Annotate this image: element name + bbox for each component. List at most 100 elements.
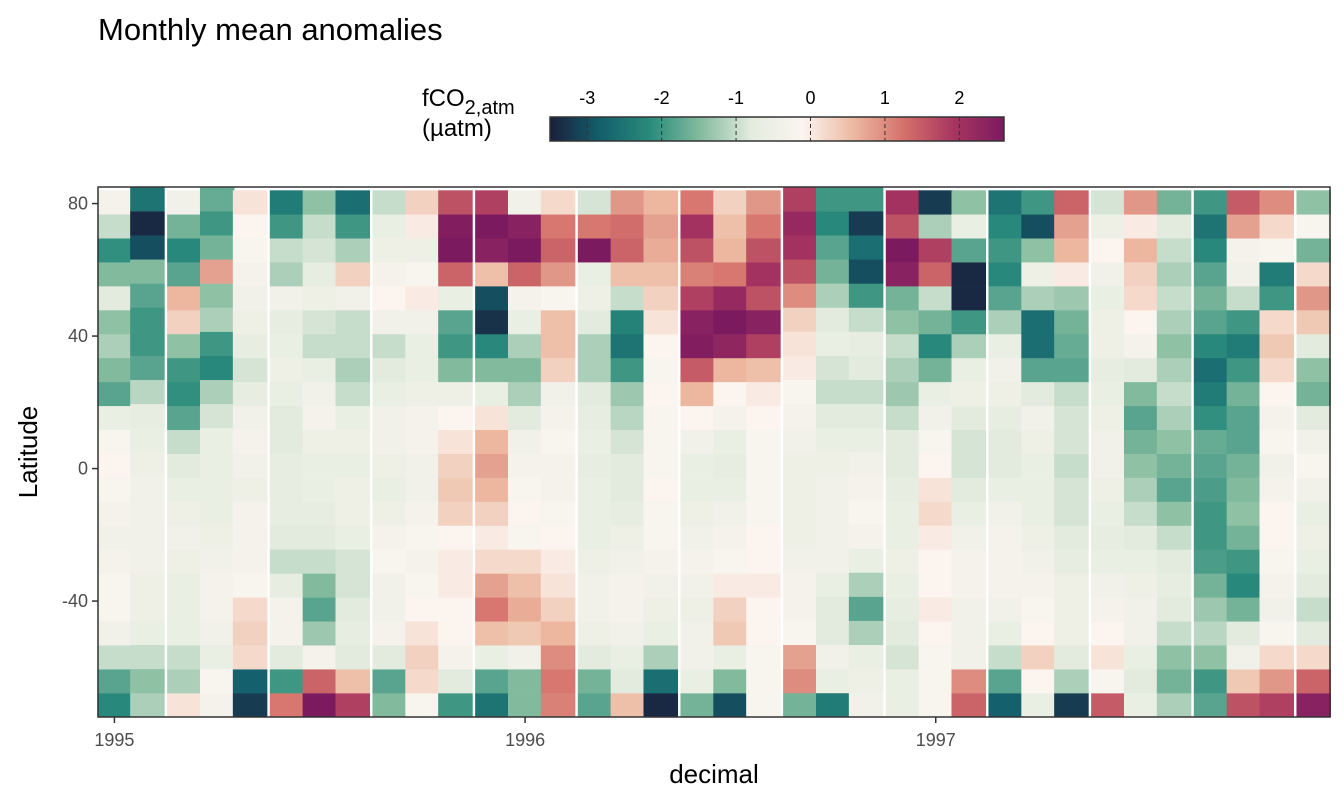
heatmap-cell	[885, 621, 921, 646]
heatmap-cell	[815, 379, 851, 405]
heatmap-cell	[643, 477, 679, 502]
heatmap-cell	[1156, 453, 1192, 478]
heatmap-cell	[1054, 190, 1089, 215]
heatmap-cell	[405, 357, 440, 383]
heatmap-cell	[746, 573, 781, 598]
heatmap-cell	[1156, 621, 1192, 646]
heatmap-cell	[746, 597, 781, 622]
heatmap-cell	[302, 645, 338, 670]
heatmap-cell	[97, 573, 132, 598]
heatmap-cell	[405, 645, 440, 670]
heatmap-cell	[540, 525, 576, 550]
heatmap-cell	[405, 262, 440, 287]
heatmap-cell	[335, 549, 371, 574]
heatmap-cell	[1226, 357, 1262, 383]
heatmap-cell	[269, 190, 305, 215]
heatmap-cell	[746, 645, 781, 670]
heatmap-cell	[1296, 238, 1331, 263]
heatmap-cell	[269, 453, 305, 478]
heatmap-cell	[507, 381, 543, 407]
heatmap-cell	[167, 286, 202, 311]
heatmap-cell	[1259, 238, 1295, 263]
heatmap-cell	[918, 405, 954, 431]
heatmap-cell	[1259, 381, 1295, 407]
heatmap-cell	[438, 453, 473, 478]
heatmap-cell	[372, 573, 407, 598]
heatmap-cell	[1091, 333, 1126, 359]
heatmap-cell	[97, 238, 132, 263]
heatmap-cell	[1054, 501, 1089, 526]
heatmap-cell	[1091, 238, 1126, 263]
heatmap-cell	[199, 355, 235, 381]
heatmap-cell	[507, 453, 543, 478]
heatmap-cell	[405, 597, 440, 622]
heatmap-cell	[335, 286, 371, 311]
heatmap-cell	[540, 190, 576, 215]
heatmap-cell	[815, 596, 851, 621]
heatmap-cell	[951, 621, 987, 646]
heatmap-cell	[269, 238, 305, 263]
heatmap-cell	[97, 621, 132, 646]
heatmap-cell	[713, 645, 748, 670]
heatmap-cell	[475, 190, 510, 215]
heatmap-cell	[405, 381, 440, 407]
heatmap-cell	[269, 405, 305, 431]
heatmap-cell	[746, 405, 781, 431]
heatmap-cell	[610, 621, 646, 646]
heatmap-cell	[988, 621, 1023, 646]
heatmap-cell	[988, 357, 1023, 383]
heatmap-cell	[1226, 429, 1262, 454]
heatmap-cell	[988, 310, 1023, 335]
heatmap-cell	[918, 549, 954, 574]
heatmap-cell	[335, 405, 371, 431]
heatmap-cell	[1054, 549, 1089, 574]
heatmap-cell	[1091, 429, 1126, 454]
heatmap-cell	[577, 333, 613, 359]
heatmap-cell	[1296, 405, 1331, 431]
heatmap-cell	[885, 645, 921, 670]
heatmap-cell	[951, 262, 987, 287]
heatmap-cell	[783, 259, 818, 284]
heatmap-cell	[167, 525, 202, 550]
heatmap-cell	[1123, 310, 1159, 335]
heatmap-cell	[610, 501, 646, 526]
heatmap-cell	[885, 262, 921, 287]
heatmap-cell	[713, 429, 748, 454]
heatmap-cell	[1054, 238, 1089, 263]
heatmap-cell	[269, 525, 305, 550]
heatmap-cell	[885, 381, 921, 407]
heatmap-cell	[335, 501, 371, 526]
heatmap-cell	[167, 190, 202, 215]
heatmap-cell	[783, 524, 818, 549]
heatmap-cell	[951, 693, 987, 718]
heatmap-cell	[1193, 573, 1229, 598]
heatmap-cell	[1156, 693, 1192, 718]
heatmap-cell	[199, 187, 235, 212]
heatmap-cell	[167, 573, 202, 598]
heatmap-cell	[507, 477, 543, 502]
heatmap-cell	[372, 381, 407, 407]
heatmap-cell	[577, 669, 613, 694]
heatmap-cell	[438, 190, 473, 215]
heatmap-cell	[815, 452, 851, 477]
heatmap-cell	[885, 477, 921, 502]
heatmap-cell	[1193, 405, 1229, 431]
heatmap-cell	[577, 549, 613, 574]
heatmap-cell	[540, 381, 576, 407]
heatmap-cell	[713, 597, 748, 622]
heatmap-cell	[1193, 357, 1229, 383]
heatmap-cell	[1226, 238, 1262, 263]
heatmap-cell	[1193, 429, 1229, 454]
heatmap-cell	[885, 310, 921, 335]
heatmap-cell	[643, 453, 679, 478]
heatmap-cell	[988, 597, 1023, 622]
heatmap-cell	[507, 214, 543, 239]
heatmap-cell	[1193, 669, 1229, 694]
heatmap-cell	[1091, 405, 1126, 431]
heatmap-cell	[610, 310, 646, 335]
heatmap-cell	[1259, 357, 1295, 383]
heatmap-cell	[97, 453, 132, 478]
heatmap-cell	[1226, 645, 1262, 670]
heatmap-cell	[335, 597, 371, 622]
heatmap-cell	[746, 501, 781, 526]
